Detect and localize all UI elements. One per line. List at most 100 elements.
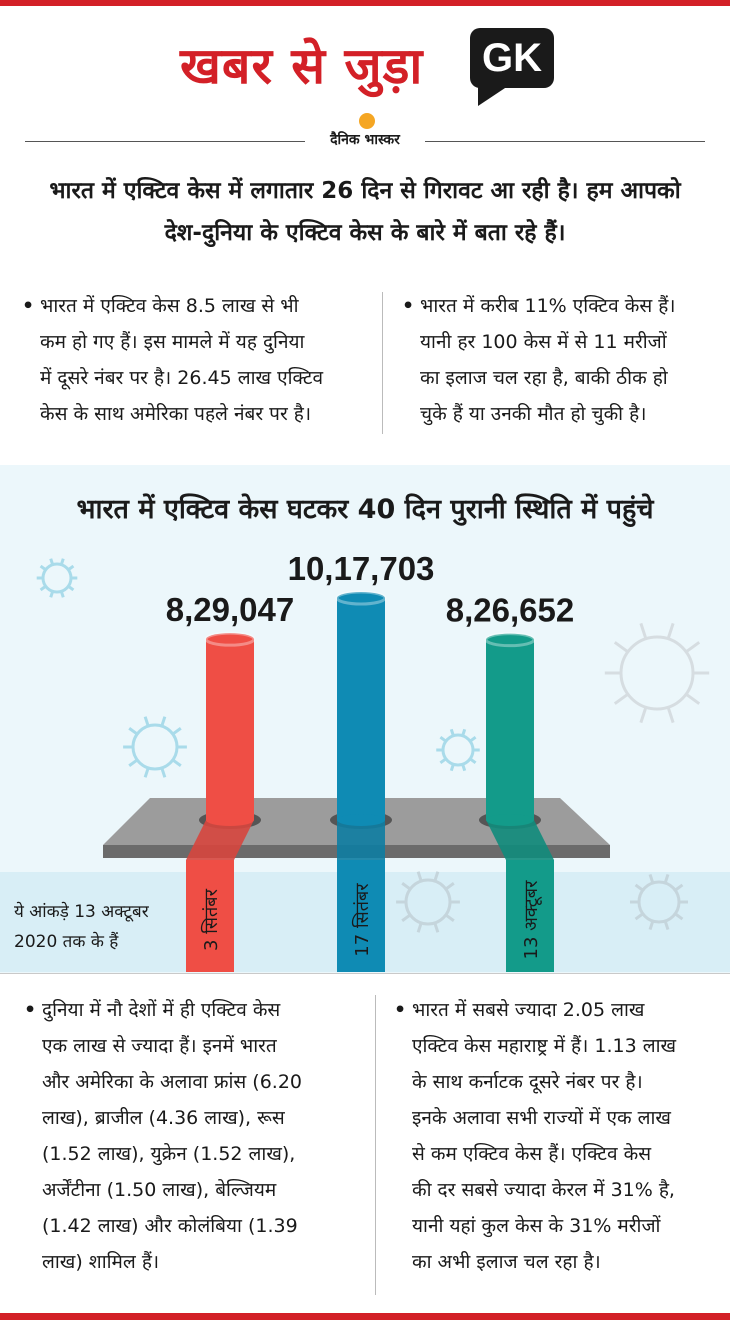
bar [206, 639, 254, 820]
virus-spike [449, 728, 455, 737]
bar-value-label: 8,29,047 [166, 591, 294, 628]
section-divider [0, 973, 730, 974]
virus-spike [634, 912, 644, 921]
virus-spike [685, 641, 701, 654]
virus-spike [439, 757, 447, 764]
virus-spike [160, 716, 167, 727]
bar-ribbon [337, 820, 385, 860]
virus-spike [171, 758, 182, 767]
point-line: में दूसरे नंबर पर है। 26.45 लाख एक्टिव [40, 367, 324, 389]
point-line: केस के साथ अमेरिका पहले नंबर पर है। [40, 403, 312, 425]
bar-value-label: 8,26,652 [446, 592, 574, 629]
date-note-line: 2020 तक के हैं [14, 932, 119, 952]
chart-title: भारत में एक्टिव केस घटकर 40 दिन पुरानी स… [76, 494, 654, 525]
bar-value-label: 10,17,703 [288, 550, 435, 587]
bar-ribbon [486, 820, 554, 860]
bar-chart: 8,29,047 3 सितंबर 10,17,703 17 सितंबर 8,26,6… [36, 550, 710, 972]
virus-spike [685, 692, 701, 705]
virus-spike [666, 622, 675, 640]
virus-spike [449, 763, 455, 772]
date-note: ये आंकड़े 13 अक्टूबर 2020 तक के हैं [14, 897, 184, 957]
intro-line: भारत में एक्टिव केस में लगातार 26 दिन से… [49, 178, 681, 204]
point-line: का अभी इलाज चल रहा है। [412, 1251, 601, 1273]
bar-category-label: 3 सितंबर [200, 888, 222, 951]
virus-spike [59, 558, 65, 566]
virus-spike [674, 883, 684, 892]
bar-ribbon [186, 820, 254, 860]
virus-spike [128, 727, 139, 736]
bar-top-cap [335, 590, 387, 606]
virus-spike [648, 920, 655, 931]
column-divider [382, 292, 383, 434]
virus-spike [416, 922, 423, 933]
intro-text: भारत में एक्टिव केस में लगातार 26 दिन से… [20, 170, 710, 254]
bar-leg [186, 860, 234, 972]
virus-spike [171, 727, 182, 736]
virus-spike [663, 920, 670, 931]
point-line: के साथ कर्नाटक दूसरे नंबर पर है। [412, 1071, 643, 1093]
bar-bottom-cap [206, 814, 254, 826]
point-line: कम हो गए हैं। इस मामले में यह दुनिया [40, 331, 305, 353]
bar [486, 639, 534, 820]
virus-spikes-icon [36, 558, 710, 933]
virus-spike [639, 622, 648, 640]
point-line: दुनिया में नौ देशों में ही एक्टिव केस [42, 999, 281, 1021]
virus-spike [444, 882, 455, 891]
point-world-countries: • दुनिया में नौ देशों में ही एक्टिव केस … [24, 992, 372, 1280]
point-india-rank: • भारत में एक्टिव केस 8.5 लाख से भी कम ह… [22, 288, 370, 432]
bar-bottom-cap [337, 814, 385, 826]
gk-badge: GK [470, 28, 554, 88]
point-india-states: • भारत में सबसे ज्यादा 2.05 लाख एक्टिव क… [394, 992, 722, 1280]
virus-spike [49, 558, 55, 566]
column-divider [375, 995, 376, 1295]
virus-spike [59, 590, 65, 598]
header-title: खबर से जुड़ा [180, 37, 424, 95]
point-line: लाख), ब्राजील (4.36 लाख), रूस [42, 1107, 285, 1129]
virus-spike [143, 767, 150, 778]
intro-line: देश-दुनिया के एक्टिव केस के बारे में बता… [164, 220, 566, 246]
virus-spike [674, 912, 684, 921]
virus-spike [143, 716, 150, 727]
virus-spike [401, 882, 412, 891]
virus-spike [663, 873, 670, 884]
gk-badge-tail [478, 82, 514, 106]
brand-logo: दैनिक भास्कर [330, 132, 400, 148]
point-line: से कम एक्टिव केस हैं। एक्टिव केस [412, 1143, 652, 1165]
virus-spike [401, 913, 412, 922]
point-line: एक्टिव केस महाराष्ट्र में हैं। 1.13 लाख [412, 1035, 677, 1057]
point-india-percent: • भारत में करीब 11% एक्टिव केस हैं। यानी… [402, 288, 720, 432]
virus-spike [634, 883, 644, 892]
bar-leg [506, 860, 554, 972]
bottom-accent-bar [0, 1313, 730, 1320]
point-line: और अमेरिका के अलावा फ्रांस (6.20 [42, 1071, 303, 1093]
virus-spike [469, 736, 477, 743]
virus-spike [613, 692, 629, 705]
bar-category-label: 13 अक्टूबर [521, 880, 542, 960]
point-line: (1.52 लाख), युक्रेन (1.52 लाख), [42, 1143, 296, 1165]
bar-bottom-cap [486, 814, 534, 826]
point-line: यानी हर 100 केस में से 11 मरीजों [420, 331, 667, 353]
point-line: इनके अलावा सभी राज्यों में एक लाख [412, 1107, 671, 1129]
bar-leg [337, 860, 385, 972]
virus-spike [439, 736, 447, 743]
bullet-icon: • [394, 999, 407, 1021]
virus-spike [39, 585, 47, 592]
point-line: अर्जेंटीना (1.50 लाख), बेल्जियम [42, 1179, 277, 1201]
virus-spike [39, 564, 47, 571]
virus-spike [444, 913, 455, 922]
brand-divider-left [25, 141, 305, 142]
virus-spike [433, 871, 440, 882]
virus-spike [67, 585, 75, 592]
bar-category-label: 17 सितंबर [351, 883, 373, 957]
bullet-icon: • [22, 295, 35, 317]
virus-spike [461, 763, 467, 772]
point-line: (1.42 लाख) और कोलंबिया (1.39 [42, 1215, 298, 1237]
point-line: लाख) शामिल हैं। [42, 1251, 160, 1273]
point-line: यानी यहां कुल केस के 31% मरीजों [412, 1215, 661, 1237]
virus-spike [666, 706, 675, 724]
bullet-icon: • [402, 295, 415, 317]
point-line: का इलाज चल रहा है, बाकी ठीक हो [420, 367, 668, 389]
bar [337, 598, 385, 820]
virus-spike [49, 590, 55, 598]
sun-logo-icon [359, 113, 375, 129]
